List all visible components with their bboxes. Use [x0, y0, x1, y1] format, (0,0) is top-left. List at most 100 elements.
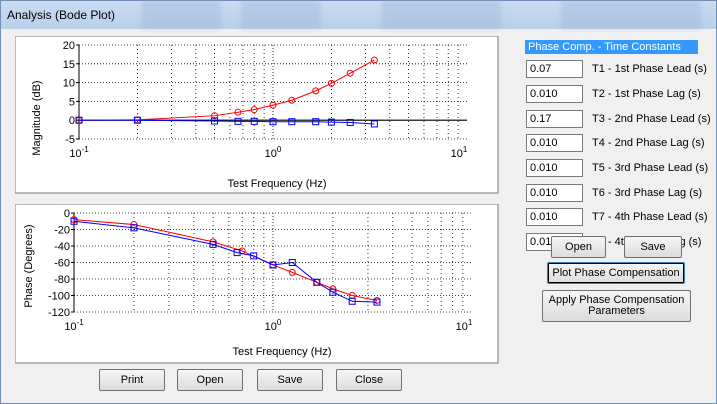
y-tick-label: 0: [69, 115, 75, 127]
data-point-square: [70, 217, 78, 225]
data-point-square: [250, 117, 258, 125]
data-point-square: [313, 278, 321, 286]
x-tick-base: 10: [451, 148, 463, 160]
x-tick-exponent: 0: [277, 318, 282, 327]
data-point-circle: [234, 108, 242, 116]
data-point-square: [346, 118, 354, 126]
y-tick-label: 20: [63, 40, 75, 52]
y-tick-label: 10: [63, 78, 75, 90]
data-point-square: [327, 118, 335, 126]
time-constant-input[interactable]: [526, 60, 583, 78]
time-constant-input[interactable]: [526, 110, 583, 128]
tc-save-button[interactable]: Save: [624, 236, 682, 258]
data-point-square: [312, 118, 320, 126]
blue-series-line: [73, 220, 377, 303]
x-tick-label: 101: [456, 318, 473, 333]
blurred-background-tab: [381, 1, 501, 29]
data-point-square: [269, 261, 277, 269]
y-tick-label: -20: [54, 225, 70, 237]
data-point-square: [211, 117, 219, 125]
data-point-circle: [269, 101, 277, 109]
x-tick-base: 10: [64, 321, 76, 333]
time-constant-input[interactable]: [526, 85, 583, 103]
time-constant-input[interactable]: [526, 184, 583, 202]
print-button[interactable]: Print: [99, 369, 165, 391]
data-point-circle: [288, 268, 296, 276]
data-point-square: [348, 297, 356, 305]
phase-series: [70, 216, 381, 306]
data-point-square: [130, 224, 138, 232]
phase-plot: 0-20-40-60-80-100-120 10-1 100 101 Phase (…: [15, 204, 499, 364]
plot-phase-compensation-button[interactable]: Plot Phase Compensation: [547, 262, 685, 284]
data-point-square: [288, 118, 296, 126]
y-tick-label: -120: [48, 307, 70, 319]
open-button[interactable]: Open: [177, 369, 243, 391]
y-tick-label: -60: [54, 258, 70, 270]
x-tick-label: 100: [265, 318, 282, 333]
phase-y-axis-label: Phase (Degrees): [23, 224, 35, 307]
data-point-circle: [312, 87, 320, 95]
y-tick-label: -100: [48, 291, 70, 303]
time-constant-label: T6 - 3rd Phase Lag (s): [592, 187, 703, 199]
x-tick-label: 100: [265, 145, 282, 160]
time-constant-input[interactable]: [526, 208, 583, 226]
window-title: Analysis (Bode Plot): [7, 8, 116, 22]
time-constant-input[interactable]: [526, 159, 583, 177]
magnitude-x-axis-label: Test Frequency (Hz): [227, 178, 326, 190]
phase-x-axis-label: Test Frequency (Hz): [232, 346, 331, 358]
magnitude-series: [75, 56, 378, 128]
save-button[interactable]: Save: [257, 369, 323, 391]
data-point-square: [370, 120, 378, 128]
x-tick-exponent: 0: [277, 145, 282, 154]
x-tick-base: 10: [69, 148, 81, 160]
y-tick-label: 5: [69, 96, 75, 108]
y-tick-label: -40: [54, 241, 70, 253]
data-point-circle: [327, 79, 335, 87]
x-tick-exponent: -1: [82, 145, 90, 154]
y-tick-label: 15: [63, 59, 75, 71]
data-point-circle: [211, 112, 219, 120]
apply-phase-compensation-button[interactable]: Apply Phase Compensation Parameters: [542, 290, 691, 322]
title-bar[interactable]: Analysis (Bode Plot): [1, 1, 716, 29]
y-tick-label: 0: [64, 208, 70, 220]
red-series-line: [73, 219, 378, 301]
x-tick-base: 10: [265, 148, 277, 160]
data-point-square: [233, 249, 241, 257]
magnitude-y-ticks: 20 15 10 5 0 -5: [63, 40, 79, 146]
data-point-square: [269, 118, 277, 126]
time-constant-label: T4 - 2nd Phase Lag (s): [592, 137, 705, 149]
data-point-circle: [370, 56, 378, 64]
x-tick-exponent: -1: [77, 318, 85, 327]
data-point-circle: [250, 106, 258, 114]
x-tick-base: 10: [265, 321, 277, 333]
data-point-square: [133, 116, 141, 124]
x-tick-label: 10-1: [69, 145, 89, 160]
blue-series-line: [79, 119, 375, 125]
tc-open-button[interactable]: Open: [551, 236, 606, 258]
magnitude-y-axis-label: Magnitude (dB): [31, 80, 43, 155]
red-series-line: [78, 59, 375, 121]
x-tick-base: 10: [456, 321, 468, 333]
phase-y-ticks: 0 -20 -40 -60 -80 -100 -120: [48, 208, 74, 319]
x-tick-label: 101: [451, 145, 468, 160]
phase-x-ticks: 10-1 100 101: [64, 318, 473, 333]
blurred-background-tab: [561, 1, 701, 29]
time-constants-header: Phase Comp. - Time Constants: [525, 40, 698, 54]
time-constant-input[interactable]: [526, 134, 583, 152]
y-tick-label: -5: [65, 134, 75, 146]
data-point-circle: [346, 69, 354, 77]
x-tick-label: 10-1: [64, 318, 84, 333]
time-constant-label: T3 - 2nd Phase Lead (s): [592, 113, 711, 125]
time-constant-label: T1 - 1st Phase Lead (s): [592, 63, 707, 75]
time-constant-label: T2 - 1st Phase Lag (s): [592, 88, 701, 100]
blurred-background-tab: [241, 1, 321, 29]
x-tick-exponent: 1: [468, 318, 473, 327]
data-point-square: [209, 240, 217, 248]
data-point-circle: [288, 96, 296, 104]
close-button[interactable]: Close: [336, 369, 402, 391]
magnitude-x-ticks: 10-1 100 101: [69, 145, 468, 160]
x-tick-exponent: 1: [463, 145, 468, 154]
data-point-square: [329, 288, 337, 296]
time-constant-label: T5 - 3rd Phase Lead (s): [592, 162, 709, 174]
